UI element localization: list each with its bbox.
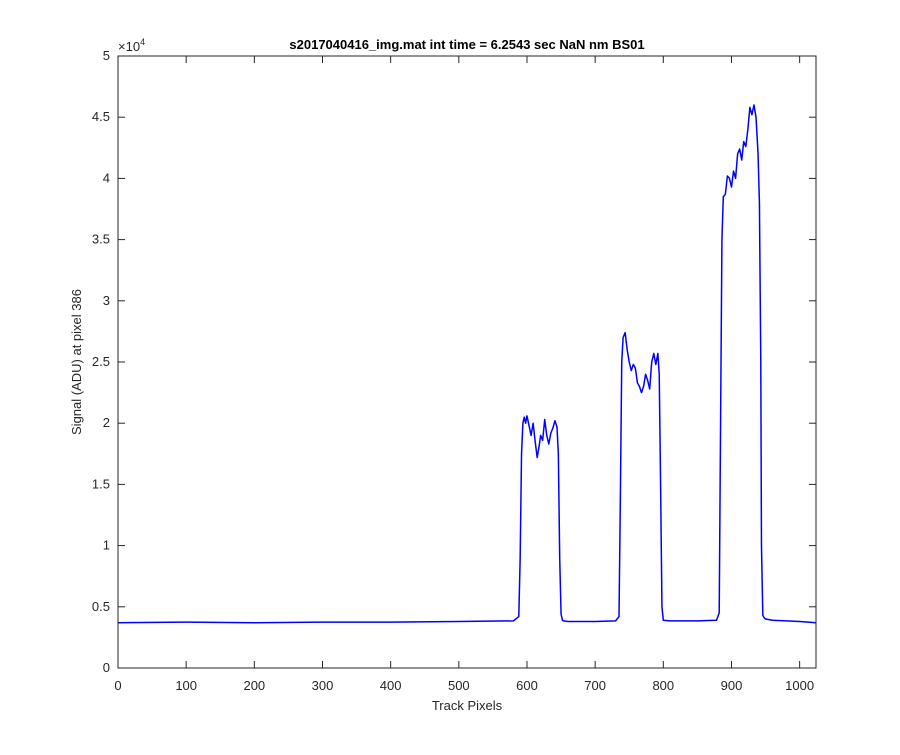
y-tick-label: 1.5: [92, 476, 110, 491]
axes-box: [117, 55, 817, 669]
plot-layer: [117, 104, 817, 624]
x-tick-label: 800: [652, 678, 674, 693]
y-tick-label: 2: [103, 415, 110, 430]
x-axis-label: Track Pixels: [432, 698, 503, 713]
y-exponent-base: ×10: [118, 39, 140, 54]
y-axis-label: Signal (ADU) at pixel 386: [69, 289, 84, 435]
x-tick-label: 400: [380, 678, 402, 693]
x-tick-label: 900: [721, 678, 743, 693]
series-line-0: [117, 104, 817, 624]
y-exponent-label: ×104: [118, 37, 145, 54]
y-tick-label: 4: [103, 170, 110, 185]
y-tick-label: 0.5: [92, 599, 110, 614]
chart-title: s2017040416_img.mat int time = 6.2543 se…: [289, 37, 644, 52]
x-tick-label: 200: [243, 678, 265, 693]
x-tick-label: 300: [312, 678, 334, 693]
y-tick-label: 4.5: [92, 109, 110, 124]
y-tick-label: 1: [103, 538, 110, 553]
y-tick-label: 3: [103, 293, 110, 308]
y-tick-label: 0: [103, 660, 110, 675]
y-exponent-power: 4: [140, 37, 145, 47]
axes-background: [118, 56, 816, 668]
tick-layer: 0 100 200 300 400 500 600 700 800 900 1000 0 0.5 1 1.5…: [92, 48, 816, 693]
x-tick-label: 0: [114, 678, 121, 693]
x-tick-label: 700: [584, 678, 606, 693]
y-tick-label: 3.5: [92, 232, 110, 247]
y-tick-label: 2.5: [92, 354, 110, 369]
x-tick-label: 600: [516, 678, 538, 693]
y-tick-label: 5: [103, 48, 110, 63]
x-tick-label: 500: [448, 678, 470, 693]
x-tick-label: 100: [175, 678, 197, 693]
x-tick-label: 1000: [785, 678, 814, 693]
